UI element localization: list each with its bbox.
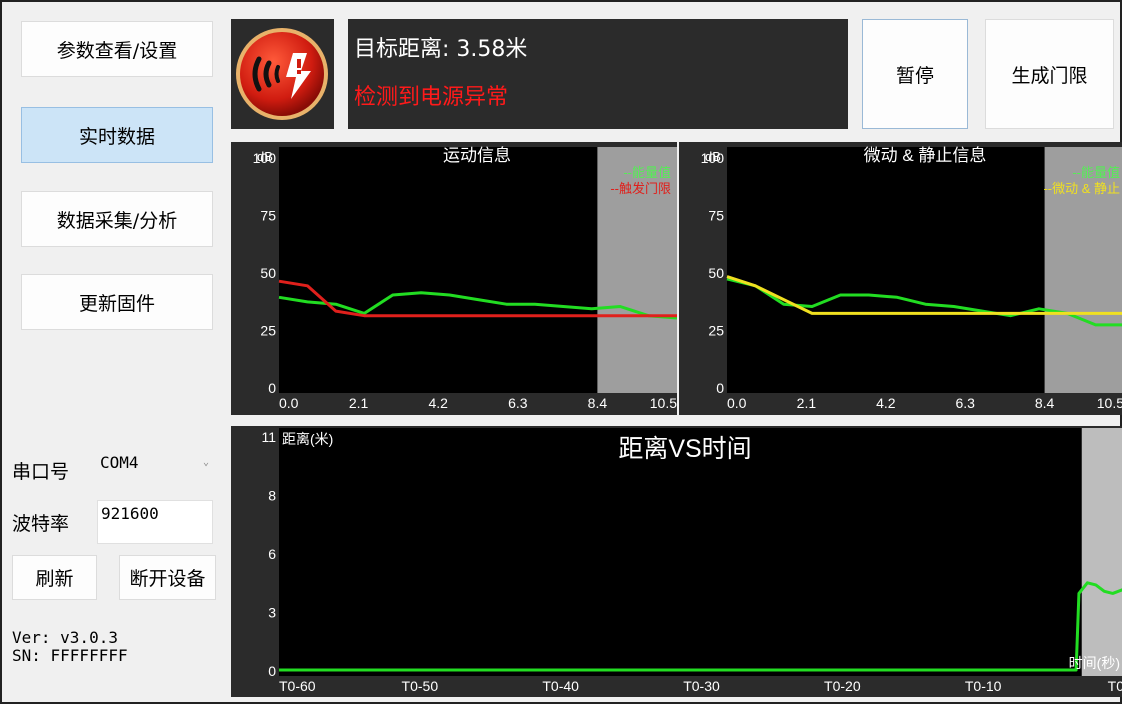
target-distance-text: 目标距离: 3.58米	[354, 37, 528, 62]
motion-shaded-range	[597, 147, 677, 393]
y-tick-label: 11	[261, 429, 276, 445]
y-tick-label: 25	[260, 323, 276, 339]
version-text: Ver: v3.0.3	[12, 628, 118, 647]
distance-shaded-range	[1081, 428, 1122, 676]
x-tick-label: 8.4	[588, 395, 608, 411]
micro-static-line	[726, 275, 1122, 315]
y-tick-label: 8	[268, 488, 276, 504]
y-tick-label: 50	[260, 265, 276, 281]
distance-chart: 距离(米) 距离VS时间 时间(秒) 11 8 6 3 0 T0-60 T0-50 T0-4…	[261, 428, 1122, 694]
micro-shaded-range	[1044, 147, 1122, 393]
x-tick-label: 6.3	[955, 395, 975, 411]
motion-trigger-line	[278, 279, 677, 318]
motion-legend-energy: --能量值	[623, 165, 671, 180]
x-tick-label: T0-30	[683, 678, 720, 694]
micro-y-unit: dB	[705, 149, 721, 164]
distance-chart-title: 距离VS时间	[618, 435, 751, 463]
port-select[interactable]: COM4 ⌄	[97, 449, 213, 475]
motion-chart-panel: dB 运动信息 --能量值 --触发门限 100 75 50 25 0 0.0 2.1 4.…	[231, 142, 677, 415]
y-tick-label: 3	[268, 605, 276, 621]
y-tick-label: 6	[268, 546, 276, 562]
y-tick-label: 0	[268, 380, 276, 396]
disconnect-button[interactable]: 断开设备	[119, 555, 216, 600]
distance-chart-panel: 距离(米) 距离VS时间 时间(秒) 11 8 6 3 0 T0-60 T0-50 T0-4…	[231, 426, 1122, 697]
motion-energy-line	[278, 291, 677, 320]
refresh-button[interactable]: 刷新	[12, 555, 97, 600]
motion-chart-title: 运动信息	[443, 146, 511, 165]
generate-threshold-button[interactable]: 生成门限	[985, 19, 1114, 129]
x-tick-label: T0-50	[402, 678, 439, 694]
pause-button[interactable]: 暂停	[862, 19, 968, 129]
y-tick-label: 75	[260, 208, 276, 224]
status-panel: 目标距离: 3.58米 检测到电源异常	[348, 19, 848, 129]
distance-plot-area	[279, 428, 1122, 676]
motion-chart: dB 运动信息 --能量值 --触发门限 100 75 50 25 0 0.0 2.1 4.…	[253, 146, 677, 411]
motion-legend-trigger: --触发门限	[610, 181, 671, 196]
baud-label: 波特率	[12, 513, 70, 535]
radar-power-warning-icon	[236, 28, 328, 120]
serial-number-text: SN: FFFFFFFF	[12, 646, 128, 665]
nav-firmware-button[interactable]: 更新固件	[21, 274, 213, 330]
nav-params-button[interactable]: 参数查看/设置	[21, 21, 213, 77]
distance-x-label: 时间(秒)	[1069, 655, 1120, 671]
nav-collect-button[interactable]: 数据采集/分析	[21, 191, 213, 247]
logo-panel	[231, 19, 334, 129]
x-tick-label: 6.3	[508, 395, 528, 411]
x-tick-label: 2.1	[349, 395, 369, 411]
y-tick-label: 100	[701, 150, 725, 166]
nav-realtime-button[interactable]: 实时数据	[21, 107, 213, 163]
motion-y-unit: dB	[257, 149, 273, 164]
alert-text: 检测到电源异常	[354, 85, 509, 110]
x-tick-label: 0.0	[279, 395, 299, 411]
x-tick-label: T0-40	[542, 678, 579, 694]
chevron-down-icon: ⌄	[202, 456, 209, 468]
x-tick-label: 2.1	[797, 395, 817, 411]
x-tick-label: T0	[1108, 678, 1122, 694]
distance-y-label: 距离(米)	[282, 431, 333, 447]
baud-input[interactable]: 921600	[97, 500, 213, 544]
x-tick-label: 0.0	[727, 395, 747, 411]
micro-chart-panel: dB 微动 & 静止信息 --能量值 --微动 & 静止 100 75 50 25 0 …	[679, 142, 1122, 415]
x-tick-label: 10.5	[1097, 395, 1122, 411]
y-tick-label: 25	[708, 323, 724, 339]
y-tick-label: 0	[268, 663, 276, 679]
x-tick-label: T0-60	[279, 678, 316, 694]
y-tick-label: 0	[716, 380, 724, 396]
distance-line	[279, 581, 1122, 672]
x-tick-label: 4.2	[876, 395, 896, 411]
x-tick-label: 10.5	[650, 395, 677, 411]
x-tick-label: T0-20	[824, 678, 861, 694]
port-value: COM4	[100, 452, 139, 472]
micro-chart-title: 微动 & 静止信息	[864, 146, 987, 165]
micro-legend-static: --微动 & 静止	[1043, 181, 1120, 196]
x-tick-label: 4.2	[428, 395, 448, 411]
micro-legend-energy: --能量值	[1072, 165, 1120, 180]
y-tick-label: 100	[253, 150, 277, 166]
micro-chart: dB 微动 & 静止信息 --能量值 --微动 & 静止 1007550250 …	[701, 146, 1122, 411]
x-tick-label: 8.4	[1035, 395, 1055, 411]
x-tick-label: T0-10	[965, 678, 1002, 694]
port-label: 串口号	[12, 461, 70, 483]
y-tick-label: 50	[708, 265, 724, 281]
y-tick-label: 75	[708, 208, 724, 224]
